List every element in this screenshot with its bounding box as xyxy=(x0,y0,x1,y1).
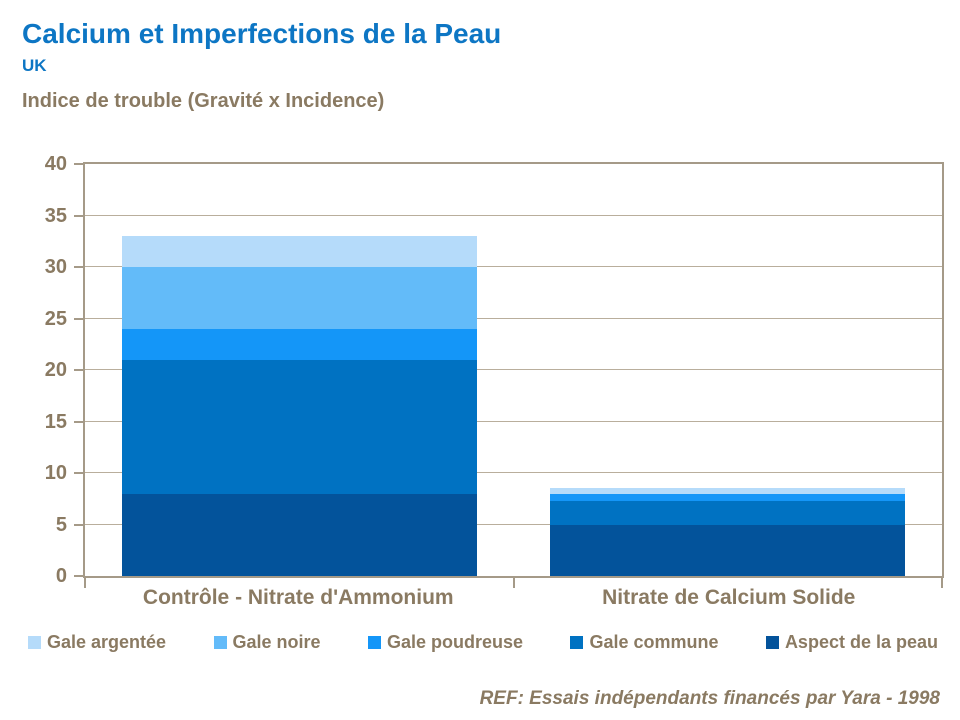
legend-label: Gale commune xyxy=(589,632,719,652)
legend: Gale argentée Gale noire Gale poudreuse Gal… xyxy=(0,632,960,653)
legend-item: Gale commune xyxy=(570,632,719,653)
y-axis-tick xyxy=(74,266,83,268)
legend-swatch-icon xyxy=(570,636,584,649)
legend-label: Gale noire xyxy=(232,632,321,652)
y-axis-tick xyxy=(74,163,83,165)
legend-label: Aspect de la peau xyxy=(784,632,938,652)
bar-segment xyxy=(550,524,906,576)
y-axis-tick xyxy=(74,369,83,371)
x-axis-labels: Contrôle - Nitrate d'Ammonium Nitrate de… xyxy=(83,586,944,610)
y-axis-tick xyxy=(74,523,83,526)
x-axis-tick xyxy=(512,578,515,588)
category-label-calcium: Nitrate de Calcium Solide xyxy=(602,586,856,609)
y-axis-tick xyxy=(74,575,83,577)
bar-segment xyxy=(550,488,906,494)
y-axis-tick-label: 0 xyxy=(55,565,67,587)
bar-segment xyxy=(550,493,906,502)
stacked-bar xyxy=(550,164,906,576)
bar-segment xyxy=(121,267,477,329)
gridline xyxy=(85,420,942,422)
legend-swatch-icon xyxy=(367,636,381,649)
gridline xyxy=(85,266,942,267)
gridline xyxy=(85,214,942,216)
page-title: Calcium et Imperfections de la Peau xyxy=(22,18,502,49)
page-subtitle-uk: UK xyxy=(22,56,47,75)
bar-segment xyxy=(121,236,477,267)
y-axis-tick xyxy=(74,472,83,474)
bar-segment xyxy=(121,493,477,576)
x-axis-tick xyxy=(941,578,943,588)
y-axis-tick-label: 35 xyxy=(44,204,67,227)
y-axis-tick-label: 15 xyxy=(44,410,67,433)
bar-segment xyxy=(121,359,477,494)
legend-swatch-icon xyxy=(213,636,227,649)
legend-item: Aspect de la peau xyxy=(765,632,938,653)
y-axis-tick xyxy=(74,420,83,423)
y-axis-tick xyxy=(74,214,83,217)
y-axis-tick-label: 10 xyxy=(44,462,67,484)
x-axis-tick xyxy=(84,578,86,588)
bar-segment xyxy=(121,328,477,360)
y-axis-tick-label: 25 xyxy=(44,307,67,330)
plot-area: 0 5 10 15 20 25 30 35 40 xyxy=(45,153,944,588)
gridline xyxy=(85,472,942,473)
legend-label: Gale argentée xyxy=(47,632,167,652)
legend-label: Gale poudreuse xyxy=(386,632,524,652)
y-axis-title: Indice de trouble (Gravité x Incidence) xyxy=(22,90,385,112)
gridline xyxy=(85,317,942,319)
footer-reference: REF: Essais indépendants financés par Ya… xyxy=(479,688,940,709)
stacked-bar xyxy=(121,164,477,576)
legend-item: Gale noire xyxy=(213,632,321,653)
gridline xyxy=(85,369,942,370)
bar-segment xyxy=(550,501,906,525)
legend-item: Gale argentée xyxy=(28,632,166,653)
y-axis-tick-label: 5 xyxy=(55,513,67,536)
legend-item: Gale poudreuse xyxy=(367,632,524,653)
legend-swatch-icon xyxy=(28,636,41,649)
y-axis-tick xyxy=(74,317,83,320)
y-axis-tick-label: 30 xyxy=(44,256,67,278)
y-axis-tick-label: 40 xyxy=(44,153,67,175)
y-axis-tick-label: 20 xyxy=(44,359,67,381)
category-label-control: Contrôle - Nitrate d'Ammonium xyxy=(142,586,454,609)
gridline xyxy=(85,523,942,525)
legend-swatch-icon xyxy=(765,636,779,649)
